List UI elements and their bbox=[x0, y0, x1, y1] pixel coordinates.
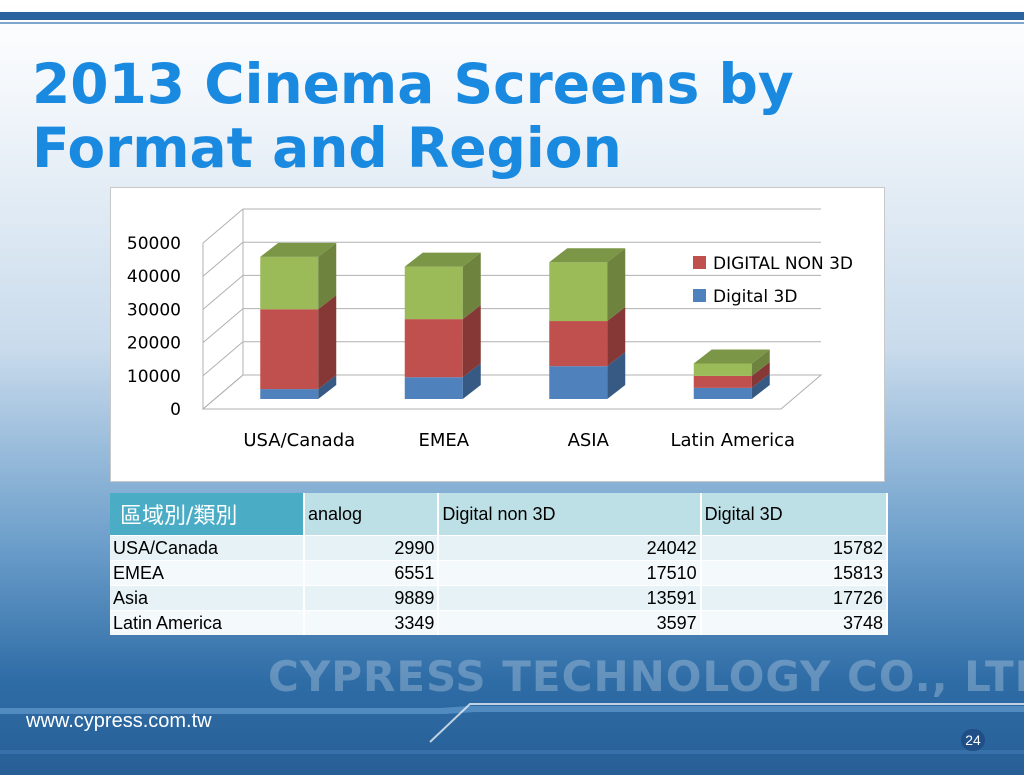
chart-floor bbox=[201, 374, 823, 410]
gridline-side bbox=[202, 241, 244, 277]
bar-segment-side bbox=[751, 373, 770, 399]
table-cell: 9889 bbox=[304, 585, 440, 611]
table-row: USA/Canada 2990 24042 15782 bbox=[110, 535, 889, 561]
top-accent-bar bbox=[0, 12, 1024, 20]
y-tick-label: 50000 bbox=[127, 234, 181, 254]
bar-segment-front bbox=[260, 256, 319, 310]
table-cell: 24042 bbox=[438, 535, 702, 561]
table-cell: 13591 bbox=[438, 585, 702, 611]
bar-segment-front bbox=[260, 309, 319, 390]
footer-bottom-stripe bbox=[0, 750, 1024, 754]
gridline-side bbox=[202, 275, 244, 310]
bar-top bbox=[693, 349, 770, 364]
bar-segment-front bbox=[404, 377, 463, 399]
table-cell: Latin America bbox=[110, 610, 305, 635]
bar-segment-side bbox=[607, 307, 626, 367]
table-row: Asia 9889 13591 17726 bbox=[110, 585, 889, 611]
top-accent-line bbox=[0, 22, 1024, 24]
bar-segment-side bbox=[462, 252, 481, 320]
legend-swatch bbox=[693, 289, 706, 302]
bar-segment-front bbox=[404, 266, 463, 320]
table-header-col: Digital 3D bbox=[700, 493, 889, 536]
bar-top bbox=[549, 248, 626, 263]
gridline-side bbox=[202, 341, 244, 377]
bar-segment-side bbox=[607, 352, 626, 399]
website-url: www.cypress.com.tw bbox=[26, 710, 212, 732]
gridline-side bbox=[202, 208, 244, 244]
bar-segment-front bbox=[549, 321, 608, 367]
table-cell: 6551 bbox=[304, 560, 440, 586]
page-number-badge: 24 bbox=[961, 729, 985, 751]
table-cell: 3349 bbox=[304, 610, 440, 635]
x-category-label: EMEA bbox=[418, 430, 469, 451]
bar-segment-side bbox=[751, 349, 770, 376]
bar-segment-front bbox=[693, 363, 752, 376]
bar-top bbox=[404, 252, 481, 267]
table-cell: Asia bbox=[110, 585, 305, 611]
table-cell: 15813 bbox=[700, 560, 889, 586]
bar-segment-front bbox=[549, 366, 608, 399]
chart-panel: 0 10000 20000 30000 40000 50000 USA/Canada EMEA… bbox=[110, 187, 885, 482]
legend-label: DIGITAL NON 3D bbox=[713, 254, 853, 274]
y-tick-label: 20000 bbox=[127, 334, 181, 354]
bar-segment-front bbox=[549, 262, 608, 322]
table-header-region: 區域別/類別 bbox=[110, 493, 305, 536]
slide-title: 2013 Cinema Screens by Format and Region bbox=[32, 52, 794, 180]
table-row: Latin America 3349 3597 3748 bbox=[110, 610, 889, 635]
table-row: EMEA 6551 17510 15813 bbox=[110, 560, 889, 586]
bar-segment-side bbox=[462, 363, 481, 399]
x-category-label: Latin America bbox=[671, 430, 796, 451]
bar-segment-side bbox=[607, 248, 626, 322]
y-tick-label: 0 bbox=[170, 400, 181, 420]
legend-swatch bbox=[693, 256, 706, 269]
table-cell: 17510 bbox=[438, 560, 702, 586]
y-tick-label: 10000 bbox=[127, 367, 181, 387]
stacked-3d-bar-chart: 0 10000 20000 30000 40000 50000 USA/Canada EMEA… bbox=[127, 208, 853, 451]
bar-segment-side bbox=[462, 305, 481, 378]
bar-segment-front bbox=[404, 319, 463, 378]
bar-top bbox=[260, 242, 337, 257]
table-header-row: 區域別/類別 analog Digital non 3D Digital 3D bbox=[110, 493, 889, 536]
bar-segment-front bbox=[260, 389, 319, 399]
bar-segment-side bbox=[318, 242, 337, 310]
table-cell: USA/Canada bbox=[110, 535, 305, 561]
legend-label: Digital 3D bbox=[713, 287, 797, 307]
table-cell: 15782 bbox=[700, 535, 889, 561]
table-cell: 2990 bbox=[304, 535, 440, 561]
table-header-col: analog bbox=[304, 493, 440, 536]
table-header-col: Digital non 3D bbox=[438, 493, 702, 536]
footer-stripe bbox=[0, 706, 1024, 714]
footer-band bbox=[0, 703, 1024, 754]
table-cell: 17726 bbox=[700, 585, 889, 611]
bar-segment-side bbox=[751, 361, 770, 388]
data-table: 區域別/類別 analog Digital non 3D Digital 3D … bbox=[110, 493, 889, 635]
gridline-side bbox=[202, 308, 244, 343]
x-category-label: USA/Canada bbox=[243, 430, 355, 451]
table-cell: 3748 bbox=[700, 610, 889, 635]
company-watermark: CYPRESS TECHNOLOGY CO., LTD. bbox=[268, 652, 1024, 701]
x-category-label: ASIA bbox=[568, 430, 610, 451]
table-cell: 3597 bbox=[438, 610, 702, 635]
footer-curve-line bbox=[429, 703, 1024, 743]
bar-segment-front bbox=[693, 375, 752, 388]
bar-segment-side bbox=[318, 375, 337, 399]
bar-segment-front bbox=[693, 387, 752, 399]
table-cell: EMEA bbox=[110, 560, 305, 586]
y-tick-label: 40000 bbox=[127, 267, 181, 287]
y-tick-label: 30000 bbox=[127, 300, 181, 320]
bar-segment-side bbox=[318, 295, 337, 390]
